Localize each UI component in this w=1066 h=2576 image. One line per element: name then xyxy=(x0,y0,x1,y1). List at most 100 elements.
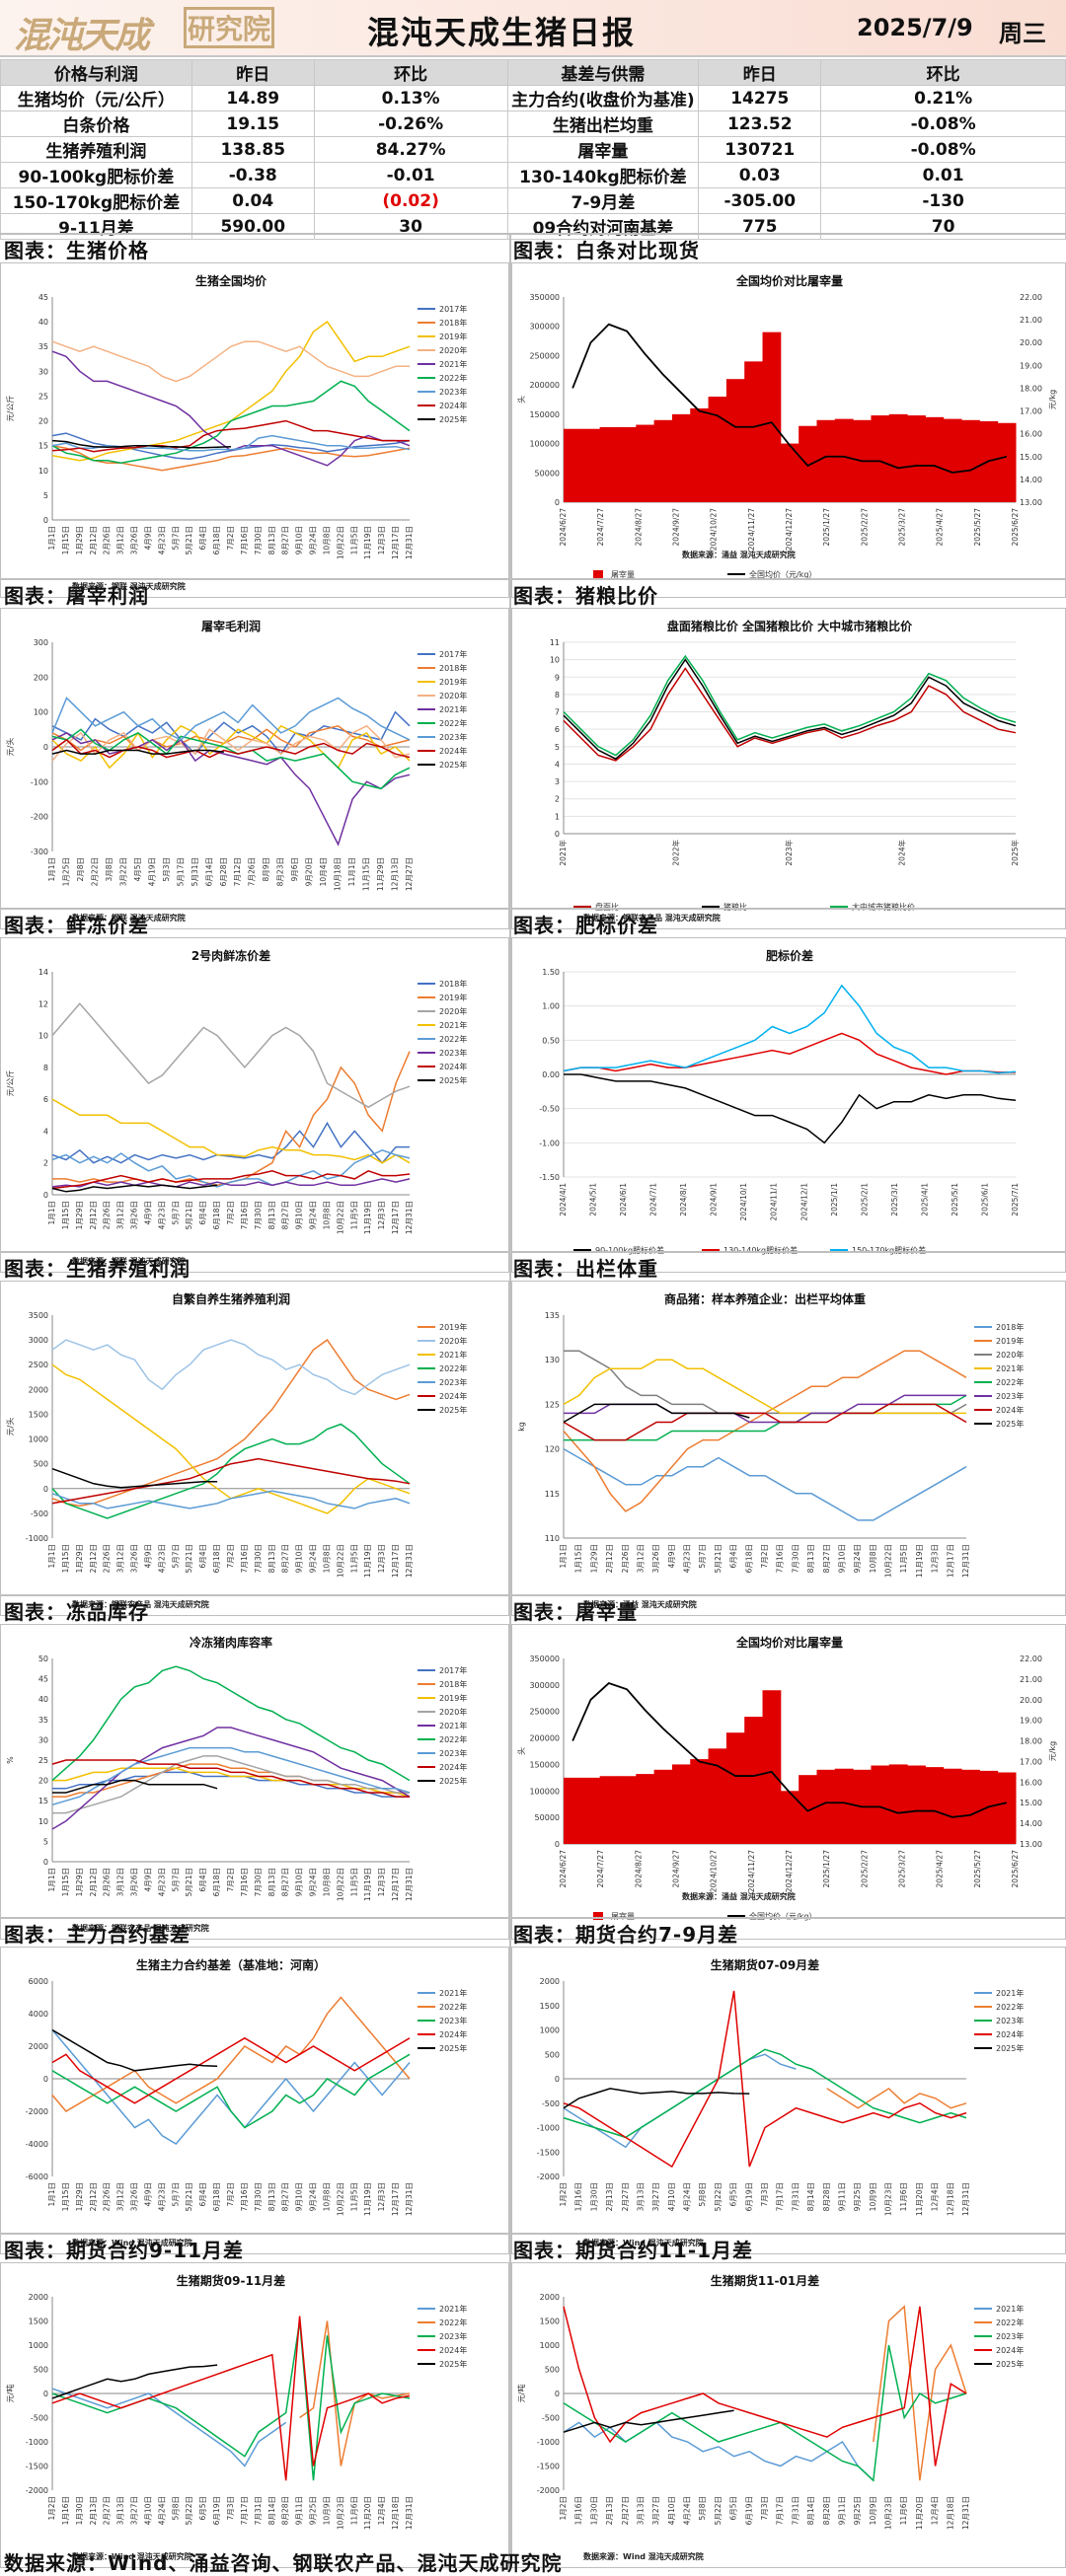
x-tick-label: 2月13日 xyxy=(89,2496,98,2525)
series-line xyxy=(51,1339,411,1508)
x-tick-label: 7月30日 xyxy=(254,526,263,554)
legend-label: 2024年 xyxy=(439,2029,467,2039)
series-line xyxy=(51,1746,411,1806)
x-tick-label: 2024/10/27 xyxy=(710,1850,719,1892)
y-tick-label: -0.50 xyxy=(539,1105,560,1114)
chart-svg: 肥标价差1.501.000.500.00-0.50-1.00-1.502024/… xyxy=(539,948,1020,1255)
x-tick-label: 2024年 xyxy=(897,840,907,866)
summary-table: 价格与利润 昨日 环比 基差与供需 昨日 环比 生猪均价（元/公斤） 14.89 0… xyxy=(0,59,1066,240)
bar xyxy=(762,1690,782,1844)
bar xyxy=(780,1791,800,1844)
metric-change: -0.26% xyxy=(313,110,508,137)
x-tick-label: 2月12日 xyxy=(89,2182,98,2211)
x-tick-label: 4月23日 xyxy=(157,1201,166,1229)
section-title-left: 图表：鲜冻价差 xyxy=(4,914,149,937)
series-line xyxy=(563,984,1017,1074)
y-axis-label: % xyxy=(6,1756,15,1764)
x-tick-label: 2025/3/1 xyxy=(890,1183,899,1216)
section-title-left: 图表：期货合约9-11月差 xyxy=(4,2239,245,2262)
x-tick-label: 4月10日 xyxy=(667,2496,676,2525)
y-axis-label: 头 xyxy=(516,396,526,404)
y-tick-label: -1500 xyxy=(26,2463,48,2471)
chart-panel: 全国均价对比屠宰量 350000 300000 250000 200000 150000 1… xyxy=(511,262,1066,598)
x-tick-label: 9月11日 xyxy=(837,2182,846,2211)
y-tick-label: -500 xyxy=(31,1509,48,1518)
chart-source: 数据来源：涌益 混沌天成研究院 xyxy=(682,550,796,559)
bar xyxy=(907,415,926,502)
metric-name: 白条价格 xyxy=(0,110,192,137)
x-tick-label: 2025/4/1 xyxy=(920,1183,929,1216)
x-tick-label: 10月23日 xyxy=(884,2182,893,2216)
x-tick-label: 12月31日 xyxy=(961,2182,970,2216)
x-tick-label: 5月31日 xyxy=(190,857,199,886)
x-tick-label: 11月6日 xyxy=(349,2496,358,2525)
y2-tick-label: 19.00 xyxy=(1020,1717,1042,1726)
y-tick-label: 1000 xyxy=(540,2026,560,2035)
x-tick-label: 5月22日 xyxy=(714,2496,723,2525)
x-tick-label: 12月31日 xyxy=(961,1544,970,1578)
bar xyxy=(617,1776,637,1844)
chart-source: 数据来源：钢联农产品 混沌天成研究院 xyxy=(583,913,721,922)
x-tick-label: 12月17日 xyxy=(391,2182,400,2216)
x-tick-label: 12月17日 xyxy=(391,1201,400,1234)
legend-label: 2023年 xyxy=(439,1748,467,1758)
y-axis-label: 元/公斤 xyxy=(5,396,15,422)
x-tick-label: 1月2日 xyxy=(559,2182,568,2207)
x-tick-label: 1月15日 xyxy=(61,1201,70,1229)
series-line xyxy=(563,1403,967,1441)
x-tick-label: 11月19日 xyxy=(363,2182,372,2216)
chart-title: 冷冻猪肉库容率 xyxy=(190,1635,272,1650)
x-tick-label: 8月13日 xyxy=(267,1868,276,1896)
x-tick-label: 2月8日 xyxy=(76,857,85,882)
metric-value: 14.89 xyxy=(190,85,315,111)
x-tick-label: 1月25日 xyxy=(61,857,70,886)
y-tick-label: 0.50 xyxy=(542,1036,560,1045)
x-tick-label: 5月7日 xyxy=(171,1868,180,1892)
x-tick-label: 10月23日 xyxy=(884,2496,893,2530)
x-tick-label: 5月22日 xyxy=(185,2496,193,2525)
y-tick-label: 3 xyxy=(555,777,560,786)
x-tick-label: 5月21日 xyxy=(185,1544,193,1573)
x-tick-label: 12月4日 xyxy=(931,2496,940,2525)
x-tick-label: 2024/6/27 xyxy=(559,1850,568,1888)
series-line xyxy=(51,1184,218,1193)
x-tick-label: 1月1日 xyxy=(47,2182,56,2207)
legend-label: 2025年 xyxy=(439,1776,467,1786)
legend-label: 2022年 xyxy=(439,373,467,383)
x-tick-label: 9月24日 xyxy=(853,1544,862,1573)
section-title-right: 图表：肥标价差 xyxy=(513,914,658,937)
x-tick-label: 9月10日 xyxy=(295,1544,304,1573)
x-tick-label: 11月5日 xyxy=(899,1544,908,1573)
x-tick-label: 12月17日 xyxy=(391,1544,400,1578)
x-tick-label: 12月3日 xyxy=(377,526,386,554)
x-tick-label: 2024/7/27 xyxy=(596,1850,605,1888)
legend-label: 2021年 xyxy=(439,359,467,369)
legend-label: 2019年 xyxy=(439,993,467,1002)
x-tick-label: 2月26日 xyxy=(103,1544,112,1573)
x-tick-label: 2024/11/27 xyxy=(747,508,756,551)
x-tick-label: 2月26日 xyxy=(103,1868,112,1896)
metric-name: 90-100kg肥标价差 xyxy=(0,162,192,188)
series-line xyxy=(51,724,411,752)
legend-label: 2022年 xyxy=(439,718,467,728)
y-tick-label: 0 xyxy=(43,743,48,752)
y-tick-label: 2000 xyxy=(29,1385,48,1394)
series-line xyxy=(571,1682,1008,1818)
x-tick-label: 9月24日 xyxy=(309,1868,318,1896)
legend-swatch xyxy=(593,570,603,578)
y-tick-label: -1500 xyxy=(537,2463,560,2471)
x-tick-label: 9月6日 xyxy=(290,857,299,882)
bar xyxy=(997,1772,1017,1844)
x-tick-label: 9月11日 xyxy=(837,2496,846,2525)
x-tick-label: 4月9日 xyxy=(143,2182,152,2207)
metric-value: 590.00 xyxy=(190,213,315,240)
chart-panel: 肥标价差 1.50 1.00 0.50 0.00 -0.50 -1.00 -1.50 2024/… xyxy=(511,937,1066,1273)
y-tick-label: 25 xyxy=(38,392,48,401)
x-tick-label: 4月5日 xyxy=(133,857,142,882)
x-tick-label: 4月9日 xyxy=(143,1201,152,1225)
table-header-cell: 环比 xyxy=(313,59,508,86)
x-tick-label: 2025/3/27 xyxy=(898,508,907,547)
x-tick-label: 7月2日 xyxy=(226,1201,235,1225)
legend-label: 2024年 xyxy=(439,1062,467,1071)
series-line xyxy=(51,2053,411,2129)
